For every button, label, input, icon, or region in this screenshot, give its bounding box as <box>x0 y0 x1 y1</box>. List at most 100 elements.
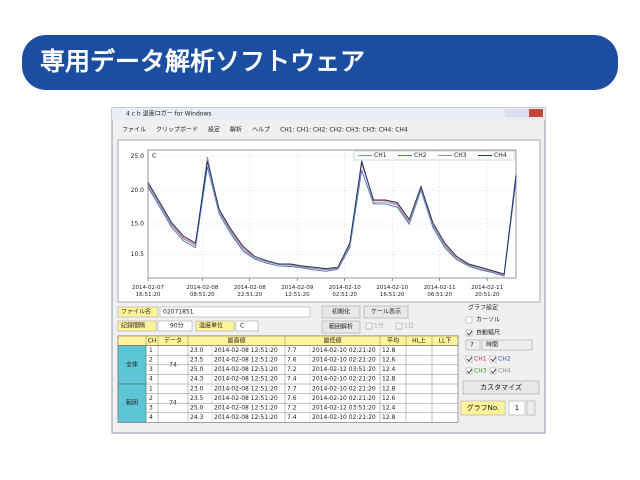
series-line <box>147 166 517 277</box>
table-cell: 3 <box>149 405 153 412</box>
title-bar <box>112 108 545 120</box>
interval: 90分 <box>170 322 184 330</box>
table-cell: 2014-02-08 12:51:20 <box>214 414 278 421</box>
table-cell: 2 <box>149 395 153 402</box>
x-tick-label: 2014-02-11 20:51:20 <box>471 285 503 298</box>
table-header-cell: HL上 <box>412 336 426 344</box>
checkbox[interactable] <box>465 367 473 375</box>
table-cell: 23.5 <box>190 357 204 364</box>
check <box>466 368 473 374</box>
table-cell: 25.0 <box>190 405 204 412</box>
x-tick-label: 2014-02-10 02:51:20 <box>329 285 361 298</box>
y-tick-label: 10.5 <box>131 251 145 258</box>
table-cell: 3 <box>149 366 153 373</box>
table-cell: 12.8 <box>382 385 396 392</box>
chart-frame <box>117 139 541 303</box>
table-cell: 2014-02-08 12:51:20 <box>214 405 278 412</box>
table-cell: 7.4 <box>287 376 297 383</box>
unit-field <box>235 320 259 332</box>
menu-item[interactable]: CH1: CH1: CH2: CH2: CH3: CH3: CH4: CH4 <box>280 127 408 134</box>
checkbox[interactable] <box>465 355 473 363</box>
y-tick-label: 25.0 <box>131 153 145 160</box>
table-cell: 2014-02-10 02:21:20 <box>312 357 376 364</box>
x-tick-label: 2014-02-11 06:51:20 <box>424 285 456 298</box>
channel-label: CH3 <box>474 368 487 375</box>
table-cell: 2 <box>149 357 153 364</box>
table-cell: 24.3 <box>190 376 204 383</box>
menu-item[interactable]: 設定 <box>208 126 220 134</box>
checkbox[interactable] <box>465 316 473 324</box>
x-tick-label: 2014-02-07 16:51:20 <box>132 285 164 298</box>
y-tick-label: 20.0 <box>131 187 145 194</box>
table-cell: 2014-02-08 12:51:20 <box>214 376 278 383</box>
table-cell: 2014-02-12 03:51:20 <box>312 405 376 412</box>
table-cell: 7.7 <box>287 347 297 354</box>
group-label: 全体 <box>126 360 138 368</box>
spinner[interactable] <box>526 400 536 416</box>
menu-item[interactable]: ファイル <box>122 127 146 134</box>
field-label-text: ファイル名 <box>121 308 151 316</box>
table-cell: 12.4 <box>382 405 396 412</box>
table-cell: 12.8 <box>382 414 396 421</box>
table-cell: 1 <box>149 347 153 354</box>
series-line <box>147 156 517 276</box>
checkbox[interactable] <box>489 367 497 375</box>
button-label: 初期化 <box>332 308 350 316</box>
table-cell: 2014-02-10 02:21:20 <box>312 414 376 421</box>
legend-label: CH3 <box>454 152 467 159</box>
x-tick-label: 2014-02-10 16:51:20 <box>376 285 408 298</box>
cursor-label: カーソル <box>476 317 500 324</box>
span-unit-select[interactable] <box>481 339 533 351</box>
menu-item[interactable]: ヘルプ <box>252 127 270 134</box>
table-cell: 23.0 <box>190 347 204 354</box>
check <box>490 368 497 374</box>
table-cell: 12.6 <box>382 395 396 402</box>
button-label: ケール表示 <box>371 308 401 316</box>
maximize-button[interactable] <box>517 109 529 117</box>
checkbox[interactable] <box>489 355 497 363</box>
field-label <box>117 320 157 332</box>
table-header-cell: 平均 <box>387 336 399 344</box>
checkbox[interactable] <box>465 329 473 337</box>
table-cell: 12.4 <box>382 366 396 373</box>
table-cell: 1 <box>149 385 153 392</box>
customize-button[interactable] <box>462 380 540 395</box>
checkbox[interactable] <box>395 322 403 330</box>
table-cell: 25.0 <box>190 366 204 373</box>
graph-no-field[interactable] <box>508 400 526 416</box>
field-label <box>195 320 235 332</box>
field-label-text: 温度単位 <box>199 322 223 330</box>
table-cell: 2014-02-10 02:21:20 <box>312 376 376 383</box>
table-cell: 23.5 <box>190 395 204 402</box>
table-cell: 2014-02-10 02:21:20 <box>312 385 376 392</box>
span-value: 7 <box>470 342 474 349</box>
menu-item[interactable]: 解析 <box>230 126 242 134</box>
y-tick-label: 15.0 <box>131 221 145 228</box>
table <box>117 335 459 423</box>
close-button[interactable] <box>529 109 543 117</box>
graph-no-label-text: グラフNo. <box>467 403 500 412</box>
table-cell: 24.3 <box>190 414 204 421</box>
button[interactable] <box>363 305 409 319</box>
table-header-cell: LL下 <box>439 337 452 344</box>
menu-item[interactable]: クリップボード <box>156 126 198 134</box>
file-name-field[interactable] <box>159 306 311 318</box>
table-cell: 2014-02-10 02:21:20 <box>312 347 376 354</box>
table-cell: 12.8 <box>382 347 396 354</box>
settings-title: グラフ設定 <box>468 304 498 312</box>
button[interactable] <box>321 305 361 319</box>
unit-label: C <box>152 153 156 160</box>
group-label: 範囲 <box>126 399 138 407</box>
table-cell: 7.6 <box>287 395 297 402</box>
check <box>466 356 473 362</box>
button[interactable] <box>321 320 361 334</box>
auto-scale-label: 自動縮尺 <box>476 329 500 337</box>
graph-no-label <box>460 400 506 416</box>
channel-label: CH1 <box>474 356 487 363</box>
file-name: 02071851 <box>163 309 194 316</box>
table-header-cell: 最低値 <box>323 336 341 344</box>
x-tick-label: 2014-02-08 08:51:20 <box>186 285 218 298</box>
minimize-button[interactable] <box>505 109 517 117</box>
option-label: 1日 <box>404 323 414 330</box>
checkbox[interactable] <box>365 322 373 330</box>
